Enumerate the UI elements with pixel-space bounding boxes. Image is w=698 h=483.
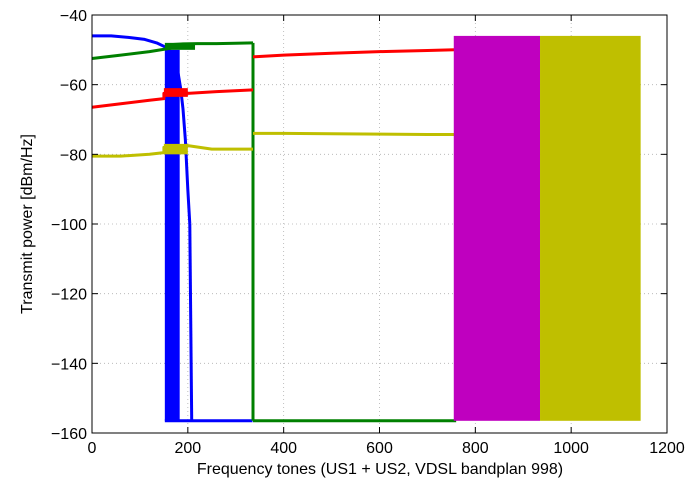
y-tick-label: −40: [60, 8, 87, 25]
plot-area: [91, 34, 641, 423]
series-olive-3-line: [92, 144, 253, 158]
series-red-2-line: [253, 48, 455, 59]
x-tick-label: 400: [270, 440, 297, 457]
x-tick-label: 200: [174, 440, 201, 457]
y-tick-label: −60: [60, 78, 87, 95]
series-olive-3-line: [253, 131, 455, 136]
x-axis-label: Frequency tones (US1 + US2, VDSL bandpla…: [197, 461, 563, 478]
series-green-1-band: [164, 42, 196, 50]
y-axis-label: Transmit power [dBm/Hz]: [19, 134, 36, 314]
x-tick-label: 0: [88, 440, 97, 457]
y-tick-label: −100: [51, 217, 87, 234]
series-red-2-line: [91, 88, 254, 109]
tick-marks: [91, 14, 668, 434]
series-olive-5-band: [540, 35, 641, 421]
series-green-1-line: [91, 41, 254, 60]
y-tick-label: −160: [51, 426, 87, 443]
series-blue-0-line: [188, 223, 194, 421]
y-tick-label: −80: [60, 147, 87, 164]
x-tick-label: 600: [366, 440, 393, 457]
x-tick-label: 800: [462, 440, 489, 457]
series-blue-0-line: [92, 34, 192, 225]
y-tick-label: −120: [51, 287, 87, 304]
series-olive-3-band: [163, 143, 188, 155]
x-tick-label: 1000: [553, 440, 589, 457]
y-tick-label: −140: [51, 356, 87, 373]
series-magenta-4-band: [453, 35, 541, 421]
series-blue-0-band: [164, 49, 180, 421]
x-tick-label: 1200: [649, 440, 685, 457]
